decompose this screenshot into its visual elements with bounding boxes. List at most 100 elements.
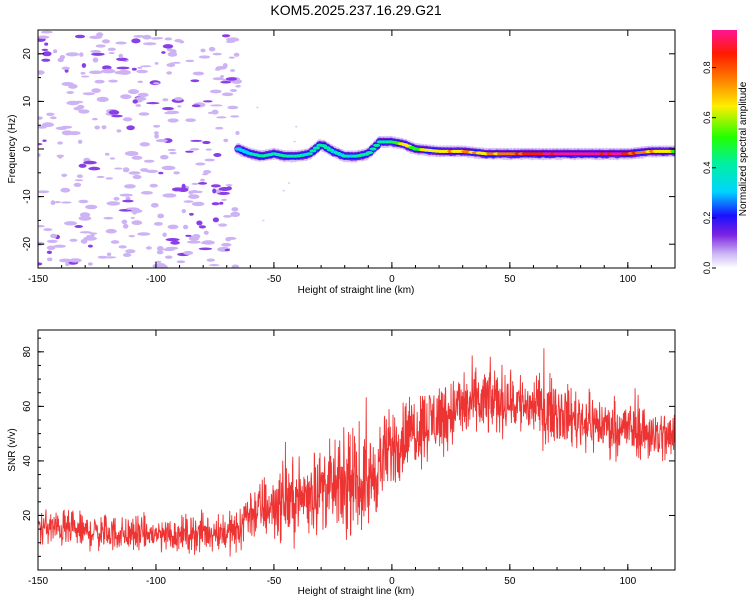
noise-blob (220, 80, 232, 84)
noise-blob (54, 201, 61, 204)
noise-blob (113, 196, 120, 201)
noise-blob (223, 138, 229, 143)
snr-y-tick-label: 40 (22, 455, 33, 467)
noise-blob (155, 139, 168, 143)
noise-blob (176, 260, 186, 264)
noise-blob (142, 34, 152, 40)
noise-blob (214, 68, 221, 71)
spectrogram-y-tick-label: -10 (22, 189, 33, 204)
noise-blob (96, 96, 109, 102)
noise-blob (57, 141, 63, 145)
spectrogram-y-tick-label: 10 (22, 95, 33, 107)
noise-blob (230, 115, 240, 118)
noise-blob (167, 51, 178, 57)
noise-blob (38, 225, 45, 228)
spectrogram-x-tick-label: -100 (146, 274, 166, 285)
noise-blob (167, 118, 179, 123)
noise-blob (161, 51, 166, 54)
noise-blob (90, 50, 102, 53)
noise-blob (116, 66, 130, 70)
noise-blob (82, 92, 95, 96)
noise-blob (138, 112, 150, 116)
noise-blob (89, 70, 103, 75)
noise-blob (191, 201, 205, 207)
noise-blob (132, 99, 138, 104)
noise-blob (170, 240, 180, 245)
ridge-core (670, 149, 675, 153)
noise-blob (41, 48, 49, 52)
snr-panel: -150 -100 -50 0 50 100 20 40 60 80 Height of stra… (7, 329, 676, 597)
noise-blob (195, 162, 206, 166)
noise-blob (154, 62, 159, 65)
noise-blob (88, 166, 101, 171)
noise-blob (94, 79, 105, 84)
noise-blob (69, 238, 78, 242)
noise-blob (108, 110, 120, 115)
noise-blob (189, 235, 194, 240)
noise-blob (103, 216, 114, 220)
noise-blob (198, 247, 213, 251)
noise-blob (190, 190, 199, 194)
noise-blob (231, 207, 239, 212)
noise-blob (74, 179, 84, 182)
noise-blob (156, 250, 164, 255)
noise-blob (44, 42, 49, 46)
colorbar-tick-label: 0.2 (702, 212, 712, 225)
noise-blob (53, 49, 58, 54)
noise-blob (128, 235, 136, 238)
noise-blob (140, 191, 153, 195)
noise-blob (172, 61, 181, 64)
noise-blob (205, 148, 212, 151)
noise-blob (57, 57, 64, 63)
noise-blob (233, 52, 240, 57)
ridge-core (312, 146, 320, 150)
spectrogram-y-tick-label: 0 (22, 146, 33, 152)
noise-blob (137, 80, 144, 84)
noise-blob (38, 70, 45, 75)
noise-blob (150, 202, 159, 208)
noise-blob (58, 154, 63, 159)
noise-blob (149, 183, 158, 188)
noise-blob (124, 151, 139, 156)
ridge-core (369, 147, 377, 151)
noise-blob (190, 79, 200, 83)
noise-blob (223, 215, 232, 218)
noise-blob (235, 131, 240, 135)
noise-blob (185, 118, 196, 122)
noise-blob (162, 44, 174, 49)
snr-x-label: Height of straight line (km) (298, 586, 415, 597)
spectrogram-x-label: Height of straight line (km) (298, 285, 415, 296)
noise-blob (197, 182, 208, 185)
noise-blob (164, 111, 175, 115)
noise-blob (154, 131, 159, 135)
noise-blob (143, 159, 155, 163)
noise-blob (137, 66, 143, 69)
noise-blob (85, 204, 98, 210)
noise-blob (128, 171, 141, 175)
noise-blob (157, 213, 165, 219)
noise-blob (78, 199, 89, 204)
noise-blob (83, 236, 97, 241)
noise-blob (185, 59, 195, 63)
noise-blob (50, 200, 56, 206)
noise-blob (108, 52, 115, 54)
noise-blob (224, 248, 230, 252)
noise-blob (78, 215, 92, 221)
noise-blob (101, 125, 107, 130)
noise-blob (108, 79, 118, 83)
noise-blob (295, 125, 298, 128)
noise-blob (167, 148, 177, 152)
snr-ticks: -150 -100 -50 0 50 100 20 40 60 80 (22, 330, 676, 587)
noise-blob (132, 174, 142, 180)
noise-blob (74, 34, 86, 39)
spectrogram-x-tick-label: -50 (267, 274, 282, 285)
noise-blob (218, 223, 228, 227)
snr-x-tick-label: 0 (389, 576, 395, 587)
noise-blob (96, 32, 104, 37)
noise-blob (198, 225, 206, 229)
noise-blob (154, 133, 160, 139)
noise-blob (126, 207, 140, 211)
noise-blob (59, 258, 73, 263)
